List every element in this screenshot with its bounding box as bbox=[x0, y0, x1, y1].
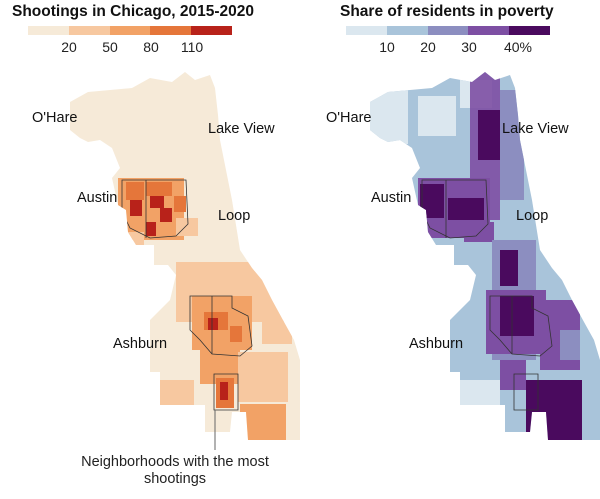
west-side-block bbox=[176, 218, 198, 236]
poverty-legend-tick-40: 40% bbox=[503, 39, 533, 55]
west-side-poverty-area bbox=[464, 222, 494, 242]
west-side-high-poverty bbox=[448, 198, 484, 220]
shootings-legend-tick-80: 80 bbox=[143, 39, 159, 55]
shootings-legend-tick-20: 20 bbox=[61, 39, 77, 55]
south-side-hotspot bbox=[208, 318, 218, 330]
low-poverty-area bbox=[370, 88, 408, 144]
south-side-high-poverty bbox=[500, 296, 534, 336]
far-south-neighborhood-outline bbox=[213, 373, 239, 411]
shootings-legend-bar bbox=[28, 26, 232, 35]
poverty-legend-ticks: 10 20 30 40% bbox=[346, 35, 550, 55]
south-side-poverty-area bbox=[500, 360, 526, 390]
label-ohare: O'Hare bbox=[32, 110, 78, 126]
poverty-legend-bar bbox=[346, 26, 550, 35]
label-austin: Austin bbox=[371, 190, 412, 206]
poverty-legend: 10 20 30 40% bbox=[346, 26, 550, 55]
low-poverty-area bbox=[400, 260, 450, 340]
far-south-area bbox=[240, 404, 286, 440]
poverty-map-title: Share of residents in poverty bbox=[340, 3, 554, 20]
shootings-map-title: Shootings in Chicago, 2015-2020 bbox=[12, 3, 255, 20]
label-ashburn: Ashburn bbox=[409, 336, 464, 352]
poverty-legend-tick-10: 10 bbox=[379, 39, 395, 55]
west-side-hotspot bbox=[160, 208, 172, 222]
low-poverty-area bbox=[460, 380, 500, 410]
shootings-legend-tick-110: 110 bbox=[180, 39, 204, 55]
poverty-map bbox=[370, 72, 600, 440]
shootings-legend: 20 50 80 110 bbox=[28, 26, 232, 55]
south-shore-area bbox=[560, 330, 580, 360]
label-ohare: O'Hare bbox=[326, 110, 372, 126]
label-loop: Loop bbox=[218, 208, 251, 224]
south-neighborhood-outline bbox=[489, 295, 553, 357]
poverty-legend-swatch-1 bbox=[346, 26, 387, 35]
shootings-legend-swatch-5 bbox=[191, 26, 232, 35]
label-lake-view: Lake View bbox=[502, 121, 569, 137]
poverty-legend-tick-20: 20 bbox=[420, 39, 436, 55]
southeast-block bbox=[262, 320, 292, 344]
west-side-hotspot bbox=[146, 222, 156, 236]
label-lake-view: Lake View bbox=[208, 121, 275, 137]
west-side-block bbox=[146, 182, 172, 196]
west-side-hotspot bbox=[130, 200, 142, 216]
southeast-area bbox=[238, 352, 288, 402]
poverty-legend-swatch-3 bbox=[427, 26, 469, 35]
west-side-block bbox=[126, 182, 144, 200]
poverty-legend-swatch-4 bbox=[468, 26, 510, 35]
west-side-hotspot bbox=[150, 196, 164, 208]
poverty-legend-swatch-2 bbox=[386, 26, 428, 35]
west-side-high-poverty bbox=[420, 184, 444, 218]
neighborhoods-annotation: Neighborhoods with the most shootings bbox=[81, 454, 269, 487]
shootings-legend-swatch-4 bbox=[150, 26, 192, 35]
south-side-block bbox=[230, 326, 242, 342]
far-south-neighborhood-outline bbox=[513, 373, 539, 411]
shootings-legend-ticks: 20 50 80 110 bbox=[28, 35, 232, 55]
poverty-legend-swatch-5 bbox=[509, 26, 550, 35]
shootings-legend-swatch-3 bbox=[109, 26, 151, 35]
north-high-poverty-area bbox=[478, 110, 502, 160]
label-ashburn: Ashburn bbox=[113, 336, 168, 352]
south-neighborhood-outline bbox=[189, 295, 253, 357]
west-side-block bbox=[108, 232, 144, 248]
southwest-area bbox=[150, 380, 194, 410]
shootings-legend-swatch-1 bbox=[28, 26, 69, 35]
south-side-hotspot bbox=[220, 382, 228, 400]
lakefront-area bbox=[500, 90, 524, 200]
near-south-high-poverty bbox=[500, 250, 518, 286]
shootings-legend-swatch-2 bbox=[68, 26, 110, 35]
label-loop: Loop bbox=[516, 208, 549, 224]
low-poverty-area bbox=[418, 96, 456, 136]
west-side-block bbox=[174, 196, 186, 212]
label-austin: Austin bbox=[77, 190, 118, 206]
shootings-map bbox=[70, 72, 300, 440]
shootings-legend-tick-50: 50 bbox=[102, 39, 118, 55]
poverty-legend-tick-30: 30 bbox=[461, 39, 477, 55]
